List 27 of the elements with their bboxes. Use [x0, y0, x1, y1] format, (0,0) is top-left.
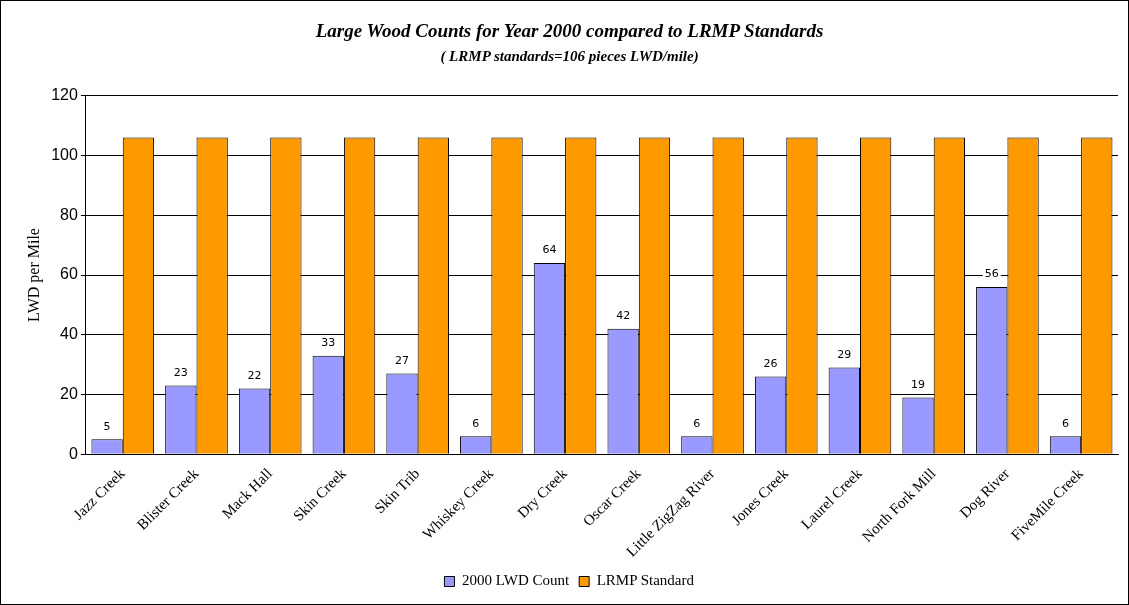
chart-subtitle: ( LRMP standards=106 pieces LWD/mile): [440, 47, 699, 65]
data-label: 29: [837, 347, 852, 361]
y-tick-label: 120: [51, 86, 78, 104]
y-tick-label: 60: [60, 265, 78, 283]
y-tick-label: 100: [51, 145, 78, 163]
y-tick-label: 80: [60, 205, 78, 223]
legend-label: LRMP Standard: [596, 572, 695, 589]
y-axis-title: LWD per Mile: [24, 228, 43, 322]
data-label: 27: [394, 353, 409, 367]
data-label: 26: [763, 356, 778, 370]
chart-title: Large Wood Counts for Year 2000 compared to LRMP Standards: [314, 20, 824, 42]
data-label: 6: [693, 416, 701, 430]
data-label: 6: [472, 416, 480, 430]
y-tick-label: 0: [68, 444, 78, 462]
data-label: 23: [173, 365, 188, 379]
x-tick-label: Skin Trib: [371, 465, 423, 517]
y-tick-label: 40: [60, 325, 78, 343]
y-tick-label: 20: [60, 384, 78, 402]
legend-label: 2000 LWD Count: [461, 572, 570, 589]
data-label: 22: [247, 368, 262, 382]
data-label: 5: [103, 419, 111, 433]
data-label: 64: [542, 243, 557, 257]
data-label: 19: [911, 377, 926, 391]
data-label: 33: [321, 336, 336, 350]
data-label: 42: [616, 309, 631, 323]
data-label: 56: [984, 267, 999, 281]
data-label: 6: [1061, 416, 1069, 430]
